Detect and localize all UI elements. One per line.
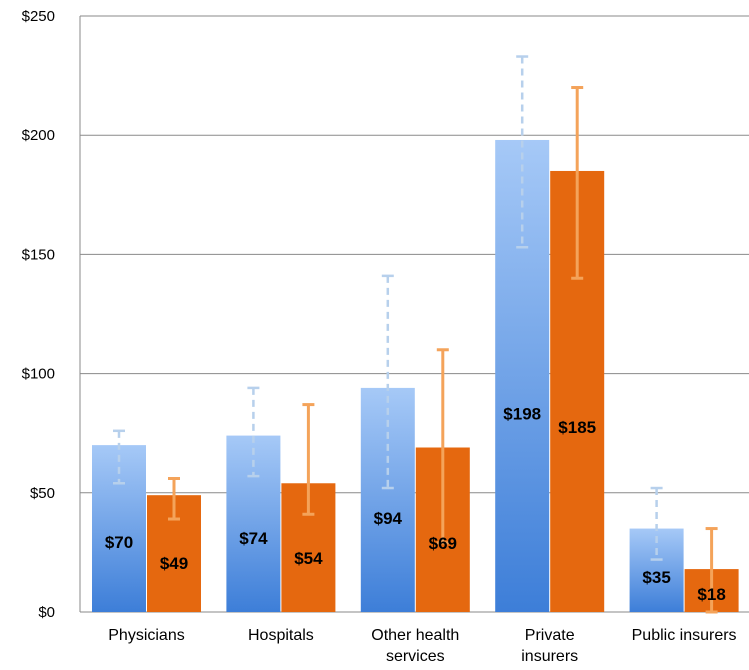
data-labels: $70 $49 $74 $54 $94 $69 $198 $185 $35 $18 [105, 405, 726, 604]
y-tick-label: $50 [30, 485, 55, 502]
category-label: Public insurers [632, 627, 737, 644]
error-bars [113, 55, 718, 614]
data-label: $198 [503, 405, 541, 424]
y-tick-label: $150 [22, 246, 55, 263]
data-label: $49 [160, 554, 188, 573]
data-label: $18 [697, 585, 725, 604]
bar [495, 139, 550, 612]
data-label: $94 [374, 509, 403, 528]
data-label: $185 [558, 418, 596, 437]
category-label: services [386, 648, 445, 665]
category-label: Other health [371, 627, 459, 644]
category-label: Hospitals [248, 627, 314, 644]
data-label: $74 [239, 529, 268, 548]
category-label: insurers [521, 648, 578, 665]
data-label: $54 [294, 549, 323, 568]
gridlines [80, 15, 749, 494]
data-label: $35 [642, 568, 670, 587]
y-tick-label: $200 [22, 127, 55, 144]
y-tick-labels: $0 $50 $100 $150 $200 $250 [22, 8, 55, 621]
data-label: $70 [105, 533, 133, 552]
category-label: Private [525, 627, 575, 644]
category-labels: Physicians Hospitals Other health services P… [108, 627, 736, 665]
y-tick-label: $250 [22, 8, 55, 25]
data-label: $69 [429, 534, 457, 553]
y-tick-label: $100 [22, 366, 55, 383]
y-tick-label: $0 [38, 604, 55, 621]
bars [92, 139, 739, 612]
category-label: Physicians [108, 627, 184, 644]
